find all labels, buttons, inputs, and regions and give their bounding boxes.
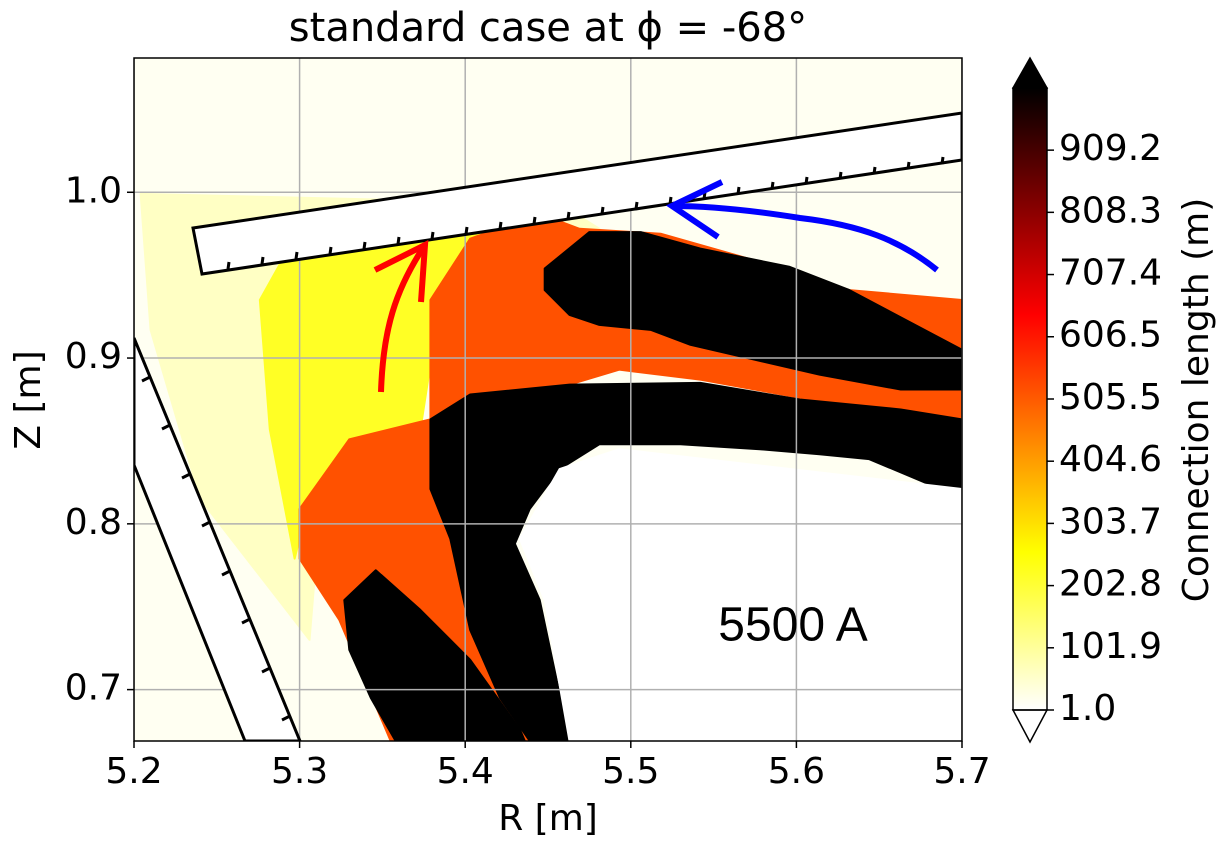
- contour-region: [429, 381, 962, 741]
- colorbar-tick-label: 505.5: [1059, 377, 1162, 418]
- y-tick-label: 0.7: [65, 668, 122, 709]
- colorbar-tick-label: 101.9: [1059, 626, 1162, 667]
- blue-arrow: [671, 203, 939, 273]
- plot-frame: [133, 57, 963, 742]
- chart-title: standard case at ϕ = -68°: [289, 5, 807, 51]
- colorbar-tick-label: 606.5: [1059, 315, 1162, 356]
- colorbar-tick-label: 202.8: [1059, 564, 1162, 605]
- wall-ticks: [141, 375, 291, 722]
- x-tick-label: 5.2: [105, 751, 162, 792]
- structure: [191, 111, 962, 276]
- red-arrow-head: [373, 239, 429, 303]
- red-arrow: [378, 243, 428, 393]
- x-tick-label: 5.3: [271, 751, 328, 792]
- colorbar: [1013, 88, 1047, 710]
- overlay: [134, 111, 962, 741]
- x-tick-label: 5.4: [437, 751, 494, 792]
- colorbar-tick-label: 909.2: [1059, 128, 1162, 169]
- y-tick-label: 1.0: [65, 170, 122, 211]
- contour-region: [343, 569, 526, 741]
- blue-arrow-head: [665, 179, 724, 240]
- y-axis-label: Z [m]: [8, 350, 49, 449]
- structure-ticks: [226, 156, 945, 270]
- colorbar-tick-label: 1.0: [1059, 688, 1116, 729]
- x-tick-label: 5.6: [768, 751, 825, 792]
- colorbar-extend-min: [1011, 709, 1049, 744]
- colorbar-extend-max: [1011, 56, 1049, 89]
- annotation: 5500 A: [718, 599, 867, 652]
- colorbar-tick-label: 303.7: [1059, 501, 1162, 542]
- x-tick-label: 5.7: [933, 751, 990, 792]
- contour-region: [518, 448, 962, 741]
- x-axis-label: R [m]: [498, 798, 598, 839]
- x-tick-label: 5.5: [602, 751, 659, 792]
- colorbar-tick-label: 808.3: [1059, 190, 1162, 231]
- wall: [134, 337, 302, 741]
- colorbar-tick-label: 404.6: [1059, 439, 1162, 480]
- contour-region: [543, 231, 962, 391]
- y-tick-label: 0.9: [65, 336, 122, 377]
- y-tick-label: 0.8: [65, 502, 122, 543]
- colorbar-tick-label: 707.4: [1059, 253, 1162, 294]
- colorbar-label: Connection length (m): [1176, 198, 1217, 603]
